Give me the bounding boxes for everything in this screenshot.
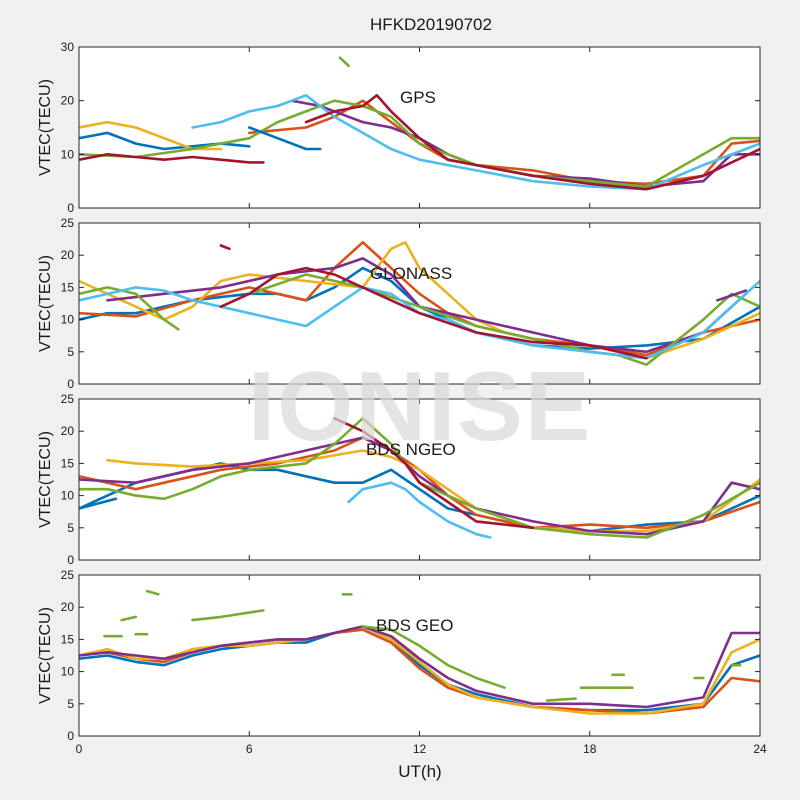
y-axis-label: VTEC(TECU) — [37, 607, 54, 704]
series-line-10 — [338, 56, 350, 68]
y-tick-label: 15 — [61, 456, 75, 470]
panel-label: BDS NGEO — [366, 440, 456, 459]
y-tick-label: 25 — [61, 216, 75, 230]
series-line-8 — [304, 94, 760, 191]
series-line-5 — [79, 416, 760, 539]
x-tick-label: 12 — [413, 742, 427, 756]
y-tick-label: 5 — [67, 521, 74, 535]
x-tick-label: 6 — [246, 742, 253, 756]
series-line-2 — [79, 436, 760, 530]
series-line-7 — [79, 153, 265, 164]
y-tick-label: 20 — [61, 424, 75, 438]
figure-title: HFKD20190702 — [370, 15, 492, 34]
panel-label: GLONASS — [370, 264, 452, 283]
series-line-8 — [219, 266, 648, 360]
series-line-7 — [333, 416, 535, 530]
series-line-9 — [248, 126, 322, 151]
y-tick-label: 30 — [61, 40, 75, 54]
y-tick-label: 25 — [61, 392, 75, 406]
series-line-5 — [79, 99, 760, 188]
panel-label: BDS GEO — [376, 616, 453, 635]
series-line-2 — [79, 241, 760, 357]
panel-label: GPS — [400, 88, 436, 107]
y-tick-label: 0 — [67, 553, 74, 567]
panel-4: 0 5 10 15 20 25 0 6 12 18 24 VTEC(TECU) BDS GEO — [37, 568, 767, 756]
y-tick-label: 20 — [61, 248, 75, 262]
y-axis-label: VTEC(TECU) — [37, 255, 54, 352]
y-tick-label: 10 — [61, 665, 75, 679]
series-line-6 — [347, 481, 492, 539]
y-tick-label: 10 — [61, 489, 75, 503]
series-line-8 — [145, 589, 160, 596]
series-group — [79, 416, 760, 539]
series-line-6 — [191, 94, 760, 191]
series-line-4 — [79, 436, 760, 536]
x-axis-label: UT(h) — [398, 762, 441, 781]
series-line-5 — [79, 286, 180, 331]
watermark: IONISE — [248, 351, 592, 461]
y-tick-label: 5 — [67, 697, 74, 711]
panel-2: 0 5 10 15 20 25 VTEC(TECU) GLONASS — [37, 216, 761, 391]
series-line-6 — [248, 273, 760, 367]
y-tick-label: 10 — [61, 313, 75, 327]
x-tick-label: 24 — [753, 742, 767, 756]
series-group — [79, 589, 760, 715]
x-tick-label: 18 — [583, 742, 597, 756]
series-line-8 — [79, 497, 118, 510]
panels: 0 10 20 30 VTEC(TECU) GPS 0 5 10 15 20 25 VTEC(TECU)… — [37, 40, 767, 756]
series-line-4 — [106, 257, 748, 354]
y-tick-label: 0 — [67, 201, 74, 215]
y-tick-label: 5 — [67, 345, 74, 359]
y-tick-label: 15 — [61, 632, 75, 646]
series-line-1 — [79, 266, 760, 350]
y-tick-label: 20 — [61, 600, 75, 614]
y-tick-label: 25 — [61, 568, 75, 582]
y-tick-label: 0 — [67, 729, 74, 743]
x-tick-label: 0 — [76, 742, 83, 756]
series-line-13 — [545, 697, 577, 702]
panel-3: 0 5 10 15 20 25 VTEC(TECU) BDS NGEO — [37, 392, 761, 567]
panel-1: 0 10 20 30 VTEC(TECU) GPS — [37, 40, 761, 215]
series-line-3 — [106, 449, 760, 533]
y-tick-label: 10 — [61, 147, 75, 161]
series-line-6 — [191, 609, 265, 622]
y-tick-label: 15 — [61, 280, 75, 294]
y-tick-label: 20 — [61, 94, 75, 108]
series-line-10 — [716, 289, 748, 302]
y-tick-label: 0 — [67, 377, 74, 391]
series-line-7 — [120, 615, 138, 622]
series-line-9 — [219, 244, 231, 251]
series-group — [79, 241, 760, 367]
series-line-5 — [361, 625, 506, 690]
y-axis-label: VTEC(TECU) — [37, 79, 54, 176]
y-axis-label: VTEC(TECU) — [37, 431, 54, 528]
series-group — [79, 56, 760, 191]
